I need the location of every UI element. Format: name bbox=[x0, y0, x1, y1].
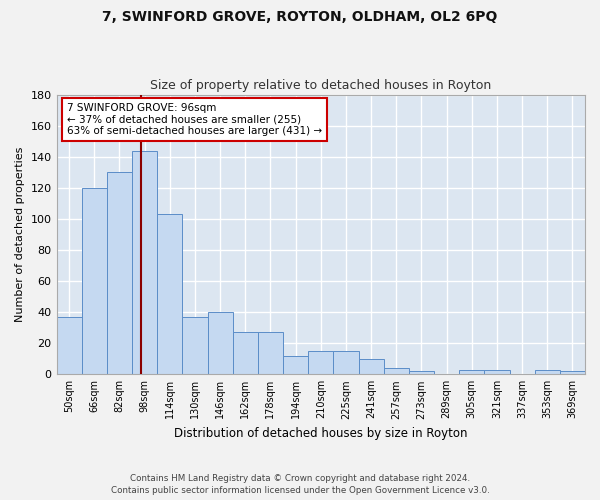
Bar bbox=[283, 356, 308, 374]
Bar bbox=[484, 370, 509, 374]
Bar bbox=[132, 150, 157, 374]
X-axis label: Distribution of detached houses by size in Royton: Distribution of detached houses by size … bbox=[174, 427, 467, 440]
Bar bbox=[359, 359, 383, 374]
Bar bbox=[535, 370, 560, 374]
Text: 7, SWINFORD GROVE, ROYTON, OLDHAM, OL2 6PQ: 7, SWINFORD GROVE, ROYTON, OLDHAM, OL2 6… bbox=[103, 10, 497, 24]
Bar bbox=[157, 214, 182, 374]
Bar bbox=[459, 370, 484, 374]
Title: Size of property relative to detached houses in Royton: Size of property relative to detached ho… bbox=[150, 79, 491, 92]
Bar bbox=[182, 317, 208, 374]
Bar bbox=[82, 188, 107, 374]
Text: Contains HM Land Registry data © Crown copyright and database right 2024.
Contai: Contains HM Land Registry data © Crown c… bbox=[110, 474, 490, 495]
Bar bbox=[560, 371, 585, 374]
Text: 7 SWINFORD GROVE: 96sqm
← 37% of detached houses are smaller (255)
63% of semi-d: 7 SWINFORD GROVE: 96sqm ← 37% of detache… bbox=[67, 103, 322, 136]
Bar bbox=[383, 368, 409, 374]
Y-axis label: Number of detached properties: Number of detached properties bbox=[15, 146, 25, 322]
Bar bbox=[107, 172, 132, 374]
Bar bbox=[208, 312, 233, 374]
Bar bbox=[258, 332, 283, 374]
Bar bbox=[409, 371, 434, 374]
Bar bbox=[334, 351, 359, 374]
Bar bbox=[56, 317, 82, 374]
Bar bbox=[308, 351, 334, 374]
Bar bbox=[233, 332, 258, 374]
